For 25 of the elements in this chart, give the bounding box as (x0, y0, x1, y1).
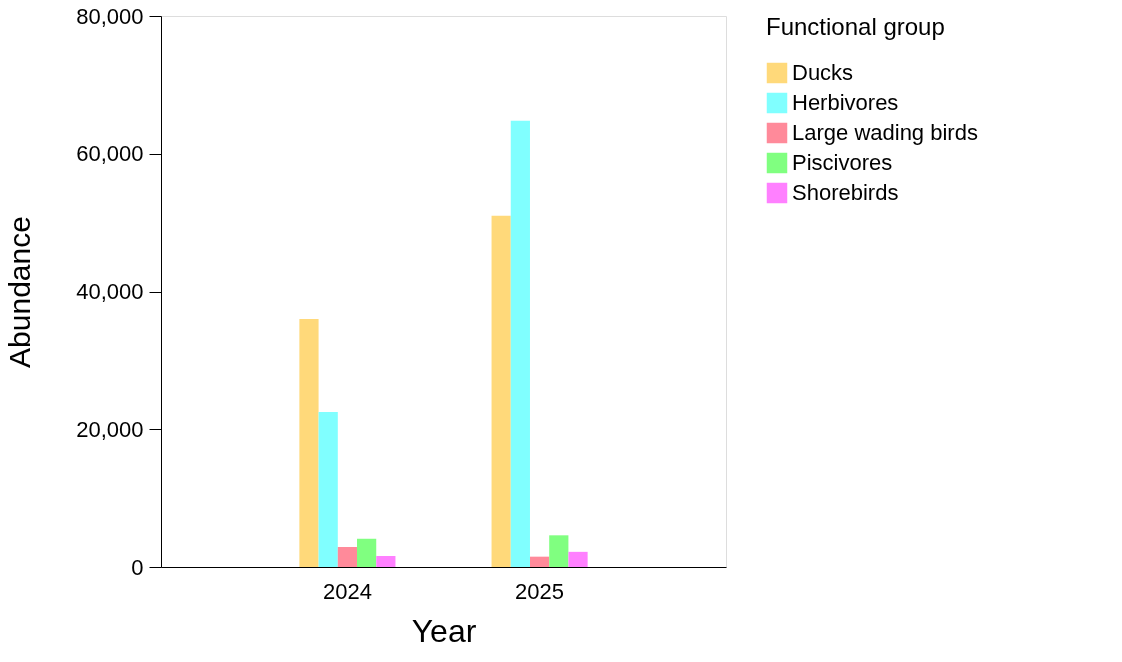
y-tick-label: 80,000 (76, 3, 144, 29)
bar (376, 555, 396, 567)
x-axis-title: Year (411, 612, 477, 649)
bar (299, 319, 319, 567)
y-tick-label: 0 (131, 554, 144, 580)
legend-label: Shorebirds (792, 180, 899, 205)
bar (318, 412, 338, 567)
bar (529, 556, 550, 567)
legend-label: Piscivores (792, 150, 893, 175)
y-tick-label: 60,000 (76, 141, 144, 167)
legend-label: Large wading birds (792, 120, 978, 145)
bar (491, 215, 511, 567)
y-tick-label: 40,000 (76, 279, 144, 304)
bar (337, 547, 358, 567)
bar (510, 120, 530, 567)
x-tick-label: 2025 (515, 578, 565, 604)
bar (357, 538, 377, 567)
y-axis-title: Abundance (3, 216, 37, 368)
bar (568, 551, 588, 567)
bar (549, 535, 569, 567)
x-tick-label: 2024 (322, 578, 372, 604)
legend-label: Herbivores (792, 90, 899, 115)
y-tick-label: 20,000 (76, 416, 144, 442)
legend-title: Functional group (766, 13, 945, 40)
legend-label: Ducks (792, 60, 854, 85)
